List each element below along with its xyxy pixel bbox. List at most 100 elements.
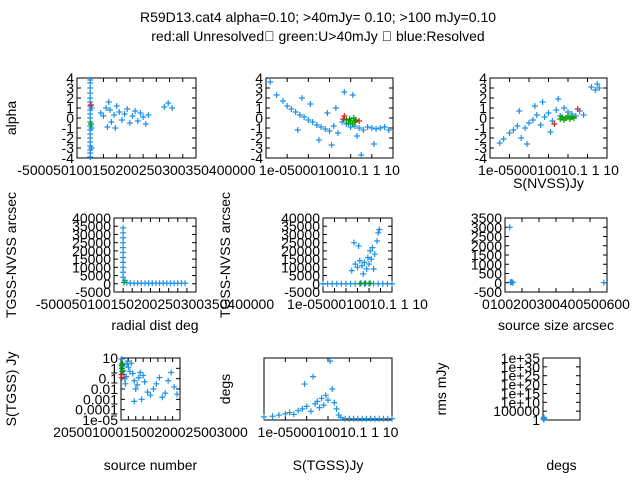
series-blue [87,77,176,160]
data-point [360,270,367,277]
data-point [279,98,286,104]
y-tick-label: -3 [251,140,264,156]
y-tick-label: 1e+10 [501,394,541,410]
data-point [140,114,147,120]
data-point [171,383,178,390]
y-axis-label: alpha [3,101,19,135]
data-point [138,396,145,403]
data-point [100,113,107,119]
data-point [510,127,517,133]
series-blue [496,81,603,147]
y-tick-label: -1 [475,120,488,136]
series-blue [118,356,181,405]
data-point [370,141,377,147]
data-point [509,279,516,286]
x-axis-label: source number [104,457,198,473]
data-point [368,125,375,131]
data-point [592,87,599,93]
y-tick-label: 0 [66,110,74,126]
y-axis-label: TGSS-NVSS arcsec [217,192,233,318]
data-point [141,378,148,385]
data-point [298,95,305,101]
y-tick-label: 1e+20 [501,377,541,393]
data-point [524,141,531,147]
y-tick-label: 0 [255,110,263,126]
data-point [359,262,366,269]
title-line-1: R59D13.cat4 alpha=0.10; >40mJy= 0.10; >1… [140,9,496,25]
y-tick-label: 10000 [72,259,111,275]
data-point [307,408,314,415]
y-tick-label: 10 [102,350,118,366]
x-tick-labels: -500050100150200250300350400000 [36,296,274,312]
y-tick-label: 500 [479,266,503,282]
data-point [301,114,308,120]
y-tick-label: 3 [66,80,74,96]
x-tick-labels: 1e-0500010010.1 1 10 [259,162,400,178]
data-point [331,399,338,406]
data-point [144,389,151,396]
data-point [352,117,359,123]
data-point [526,120,532,126]
y-tick-label: 0.1 [99,371,119,387]
data-point [533,112,540,118]
data-point [134,118,141,124]
subplot-p6: 3500300025002000150010005000-50001002003… [471,210,630,333]
y-tick-label: 0.0001 [75,402,118,418]
y-tick-label: 1000 [471,256,502,272]
plots-grid: 43210-1-2-3-4-50005010015020025030035040… [3,70,630,473]
x-tick-labels: -500050100150200250300350400000 [17,162,255,178]
series-blue [506,224,607,286]
data-point [363,265,370,272]
y-tick-label: -2 [251,130,264,146]
plot-frame [504,217,608,293]
data-point [153,380,160,387]
data-point [346,116,353,122]
data-point [330,123,337,129]
data-point [356,118,363,124]
data-point [360,127,367,133]
data-point [88,102,95,108]
y-tick-label: 3000 [471,219,502,235]
data-point [131,377,138,384]
y-tick-label: 1e-05 [82,412,118,428]
data-point [322,126,329,132]
data-point [168,369,175,376]
x-axis-label: S(TGSS)Jy [293,457,364,473]
data-point [165,100,172,106]
y-tick-label: -2 [62,130,75,146]
data-point [506,130,513,136]
data-point [269,413,276,420]
y-tick-label: -5000 [75,284,111,300]
data-point [522,125,529,131]
y-tick-label: 35000 [281,218,320,234]
data-point [87,154,94,160]
data-point [318,395,325,402]
x-axis-label: degs [546,457,576,473]
data-point [112,125,119,131]
data-point [129,370,136,377]
data-point [286,409,293,416]
y-axis-label: S(TGSS) Jy [3,352,19,427]
data-point [375,229,382,236]
data-point [325,397,331,404]
data-point [316,404,323,411]
data-point [159,394,166,401]
series-green [118,361,126,375]
y-tick-label: 5000 [80,268,111,284]
y-tick-label: 1 [110,360,118,376]
subplot-p7: 1010.10.010.0010.00011e-0520500100015002… [3,350,248,473]
series-green [557,113,577,123]
y-tick-label: 20000 [72,243,111,259]
data-point [326,128,333,134]
y-tick-label: 15000 [72,251,111,267]
data-point [111,112,118,118]
data-point [340,116,347,122]
plot-frame [489,77,608,159]
data-point [273,92,280,98]
data-point [88,145,95,151]
data-point [119,368,126,375]
y-tick-label: 5000 [289,268,320,284]
data-point [506,224,513,231]
x-tick-labels: 1e-0500010010.1 1 10 [478,162,619,178]
